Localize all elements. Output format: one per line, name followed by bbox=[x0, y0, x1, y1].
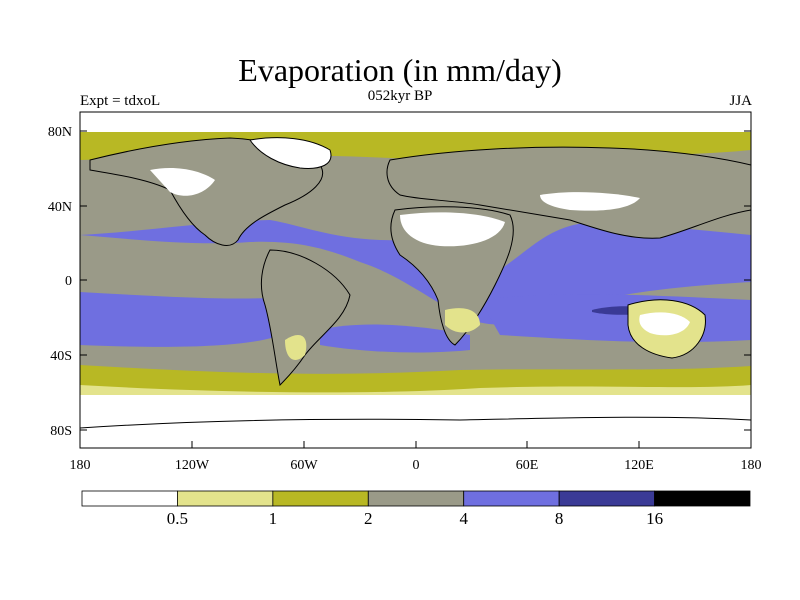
lon-tick-120e: 120E bbox=[624, 458, 654, 473]
lat-tick-80s: 80S bbox=[50, 424, 72, 439]
arctic-low-evap bbox=[80, 112, 751, 132]
greenland bbox=[249, 137, 332, 169]
antarctica-coast bbox=[80, 416, 751, 429]
experiment-label: Expt = tdxoL bbox=[80, 93, 161, 109]
map-title: Evaporation (in mm/day) bbox=[238, 52, 562, 88]
lat-tick-0: 0 bbox=[65, 274, 72, 289]
colorbar-swatch-4 bbox=[463, 490, 560, 507]
colorbar-swatch-2 bbox=[272, 490, 369, 507]
colorbar-swatch-6 bbox=[654, 490, 751, 507]
colorbar-label-3: 4 bbox=[459, 509, 468, 528]
lon-ticks: 180 120W 60W 0 60E 120E 180 bbox=[70, 441, 762, 473]
colorbar-label-4: 8 bbox=[555, 509, 564, 528]
lon-tick-60e: 60E bbox=[516, 458, 539, 473]
sahara-dry bbox=[400, 212, 505, 247]
lon-tick-60w: 60W bbox=[290, 458, 318, 473]
lat-tick-80n: 80N bbox=[48, 125, 72, 140]
south-pacific-belt bbox=[80, 292, 290, 347]
south-atlantic-belt bbox=[320, 324, 470, 353]
lat-tick-40s: 40S bbox=[50, 349, 72, 364]
antarctic-low-evap bbox=[80, 395, 751, 448]
colorbar: 0.5 1 2 4 8 16 bbox=[81, 490, 751, 528]
lon-tick-0: 0 bbox=[413, 458, 420, 473]
south-america-dry bbox=[285, 335, 307, 360]
north-america-dry bbox=[150, 168, 215, 196]
colorbar-label-2: 2 bbox=[364, 509, 373, 528]
colorbar-swatch-0 bbox=[81, 490, 178, 507]
lat-ticks: 80N 40N 0 40S 80S bbox=[48, 125, 751, 439]
colorbar-swatch-3 bbox=[367, 490, 465, 507]
colorbar-label-1: 1 bbox=[269, 509, 278, 528]
south-america bbox=[260, 249, 351, 387]
lon-tick-180e: 180 bbox=[741, 458, 762, 473]
colorbar-label-5: 16 bbox=[646, 509, 663, 528]
lon-tick-120w: 120W bbox=[175, 458, 210, 473]
central-asia-dry bbox=[540, 192, 640, 211]
map-field bbox=[80, 112, 751, 448]
colorbar-label-0: 0.5 bbox=[167, 509, 188, 528]
colorbar-swatch-1 bbox=[177, 490, 274, 507]
indian-ocean-belt bbox=[480, 294, 751, 343]
lon-tick-180w: 180 bbox=[70, 458, 91, 473]
season-label: JJA bbox=[729, 93, 752, 109]
southern-light-band bbox=[80, 385, 751, 395]
lat-tick-40n: 40N bbox=[48, 200, 72, 215]
south-africa-dry bbox=[445, 308, 480, 333]
colorbar-swatch-5 bbox=[558, 490, 655, 507]
australia-dry bbox=[639, 312, 690, 336]
map-subtitle: 052kyr BP bbox=[367, 88, 433, 104]
